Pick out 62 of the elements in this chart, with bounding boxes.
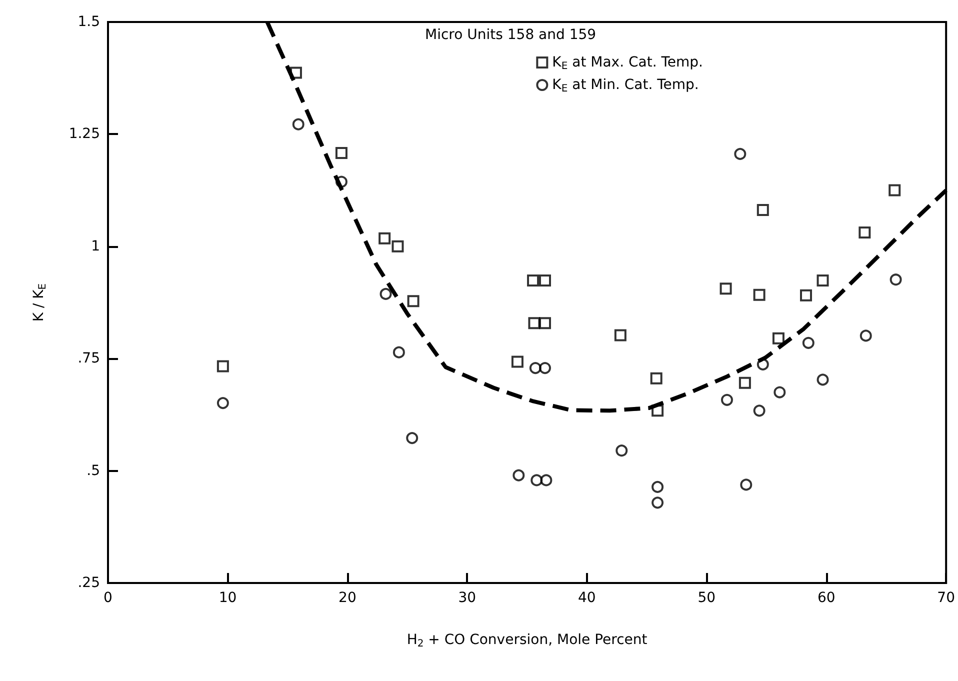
point bbox=[890, 274, 902, 286]
point bbox=[511, 356, 524, 368]
x-tick-label: 0 bbox=[104, 590, 112, 606]
point bbox=[858, 226, 871, 238]
point bbox=[860, 330, 872, 342]
point bbox=[740, 478, 752, 491]
point bbox=[652, 404, 664, 417]
point bbox=[528, 317, 540, 330]
point bbox=[774, 386, 786, 398]
point bbox=[539, 362, 552, 374]
point bbox=[802, 336, 814, 349]
point bbox=[529, 362, 542, 374]
point bbox=[652, 480, 664, 493]
y-axis-title: K / KE bbox=[31, 283, 48, 322]
point bbox=[512, 469, 525, 482]
point bbox=[738, 376, 751, 389]
point bbox=[406, 432, 418, 444]
point bbox=[540, 474, 552, 486]
legend-title: Micro Units 158 and 159 bbox=[425, 27, 596, 43]
point bbox=[407, 295, 420, 308]
point bbox=[721, 394, 733, 406]
y-tick-label: 1.25 bbox=[68, 126, 100, 142]
point bbox=[772, 332, 784, 344]
point bbox=[720, 282, 732, 295]
x-tick-label: 10 bbox=[218, 590, 237, 606]
point bbox=[756, 358, 769, 370]
point bbox=[539, 317, 552, 330]
x-tick-label: 20 bbox=[338, 590, 356, 606]
point bbox=[614, 329, 626, 342]
point bbox=[888, 184, 901, 196]
point bbox=[216, 360, 229, 372]
x-tick-label: 60 bbox=[817, 590, 836, 606]
y-tick-label: .25 bbox=[78, 575, 100, 591]
point bbox=[380, 288, 392, 300]
y-tick-label: .5 bbox=[86, 462, 100, 479]
point bbox=[539, 274, 552, 287]
y-tick-label: 1.5 bbox=[78, 14, 100, 30]
point bbox=[734, 148, 746, 160]
point bbox=[816, 374, 829, 386]
point bbox=[530, 474, 543, 486]
x-tick-label: 30 bbox=[458, 590, 476, 606]
x-tick-label: 40 bbox=[578, 590, 596, 606]
y-tick-label: 1 bbox=[91, 238, 100, 254]
point bbox=[753, 404, 766, 417]
point bbox=[335, 147, 348, 160]
point bbox=[392, 240, 404, 252]
point bbox=[816, 274, 829, 287]
point bbox=[378, 232, 391, 244]
y-tick-label: .75 bbox=[78, 350, 100, 367]
x-tick-label: 50 bbox=[698, 590, 716, 606]
point bbox=[753, 288, 766, 301]
point bbox=[527, 274, 540, 287]
point bbox=[650, 372, 662, 384]
point bbox=[756, 204, 769, 216]
point bbox=[290, 66, 302, 79]
x-tick-label: 70 bbox=[937, 590, 956, 606]
point bbox=[800, 289, 812, 302]
point bbox=[652, 496, 664, 509]
point bbox=[392, 346, 405, 358]
point bbox=[292, 118, 304, 130]
point bbox=[216, 397, 229, 410]
point bbox=[616, 444, 628, 457]
